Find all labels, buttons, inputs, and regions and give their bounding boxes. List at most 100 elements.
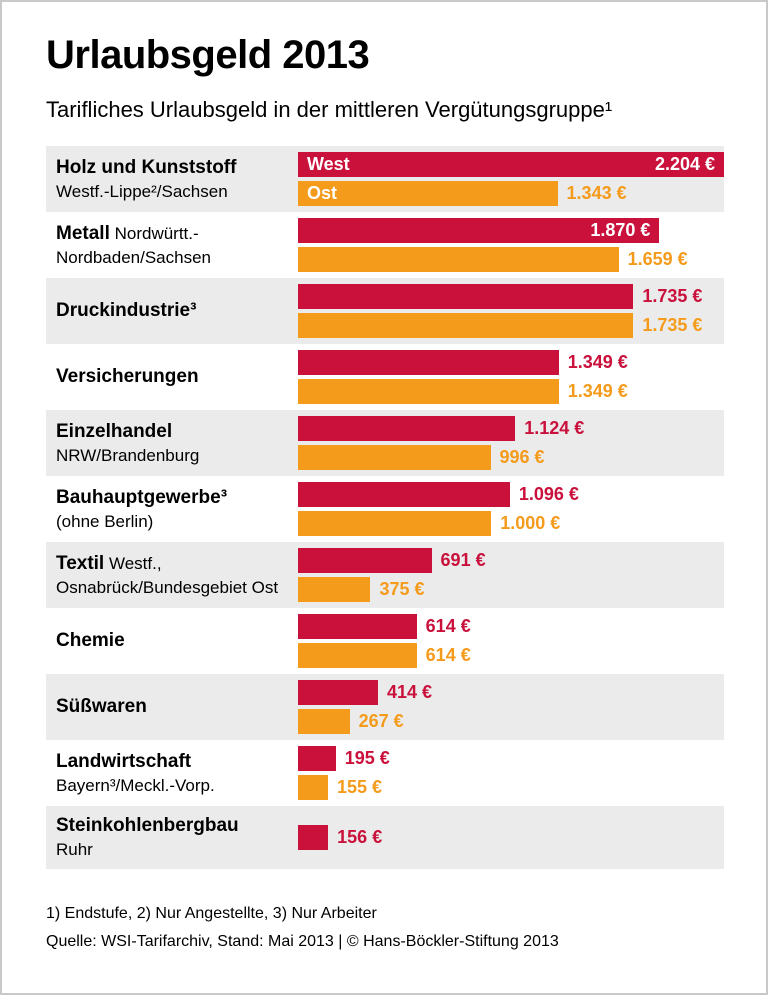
category-region: Ruhr: [56, 840, 93, 859]
category-region: Bayern³/Meckl.-Vorp.: [56, 775, 215, 795]
bar-value-ost: 1.000 €: [500, 513, 561, 533]
category-label: Druckindustrie³: [46, 278, 298, 344]
category-label-text: Chemie: [56, 629, 290, 653]
category-name: Bauhauptgewerbe³: [56, 486, 228, 508]
chart-row: Einzelhandel NRW/Brandenburg 1.124 € 996…: [46, 410, 724, 476]
category-bars: 1.096 € 1.000 €: [298, 476, 724, 542]
bar-value-ost: 1.659 €: [627, 249, 688, 269]
category-bars: 195 € 155 €: [298, 740, 724, 806]
category-label: Versicherungen: [46, 344, 298, 410]
bar-value-west: 2.204 €: [654, 154, 715, 174]
category-label-text: Druckindustrie³: [56, 299, 290, 323]
category-label-text: Steinkohlenbergbau Ruhr: [56, 814, 290, 861]
bar-west: West 2.204 €: [298, 152, 724, 177]
bar-line-ost: 1.735 €: [298, 313, 724, 338]
bar-line-ost: 1.659 €: [298, 247, 724, 272]
category-name: Süßwaren: [56, 696, 147, 717]
bar-value-ost: 155 €: [336, 777, 382, 797]
category-name: Chemie: [56, 630, 125, 651]
bar-line-west: 614 €: [298, 614, 724, 639]
bar-ost: [298, 709, 350, 734]
category-label: Steinkohlenbergbau Ruhr: [46, 806, 298, 869]
category-label-text: Einzelhandel NRW/Brandenburg: [56, 420, 290, 467]
category-bars: 1.124 € 996 €: [298, 410, 724, 476]
bar-west: [298, 614, 417, 639]
category-label: Bauhauptgewerbe³ (ohne Berlin): [46, 476, 298, 542]
bar-line-west: 1.096 €: [298, 482, 724, 507]
bar-line-west: 691 €: [298, 548, 724, 573]
bar-value-ost: 1.349 €: [567, 381, 628, 401]
bar-west: [298, 548, 432, 573]
chart-row: Druckindustrie³ 1.735 € 1.735 €: [46, 278, 724, 344]
category-bars: 414 € 267 €: [298, 674, 724, 740]
category-label: Holz und Kunststoff Westf.-Lippe²/Sachse…: [46, 146, 298, 212]
bar-value-west: 156 €: [337, 827, 383, 847]
bar-ost: [298, 577, 371, 602]
bar-ost: [298, 775, 328, 800]
category-label-text: Holz und Kunststoff Westf.-Lippe²/Sachse…: [56, 156, 290, 203]
chart-row: Bauhauptgewerbe³ (ohne Berlin) 1.096 € 1…: [46, 476, 724, 542]
chart-row: Versicherungen 1.349 € 1.349 €: [46, 344, 724, 410]
bar-ost: [298, 511, 492, 536]
bar-line-ost: Ost 1.343 €: [298, 181, 724, 206]
category-bars: 1.870 € 1.659 €: [298, 212, 724, 278]
source-line: Quelle: WSI-Tarifarchiv, Stand: Mai 2013…: [46, 933, 559, 950]
bar-west: [298, 350, 559, 375]
category-name: Steinkohlenbergbau: [56, 815, 239, 836]
bar-west: [298, 825, 329, 850]
category-bars: 1.349 € 1.349 €: [298, 344, 724, 410]
bar-line-west: West 2.204 €: [298, 152, 724, 177]
bar-value-west: 614 €: [425, 616, 471, 636]
bar-value-west: 1.870 €: [590, 220, 651, 240]
page-subtitle: Tarifliches Urlaubsgeld in der mittleren…: [46, 97, 613, 122]
bar-ost: [298, 379, 559, 404]
bar-value-ost: 267 €: [358, 711, 404, 731]
bar-ost: [298, 643, 417, 668]
bar-value-west: 1.124 €: [524, 418, 585, 438]
bar-west: 1.870 €: [298, 218, 660, 243]
category-label: Einzelhandel NRW/Brandenburg: [46, 410, 298, 476]
bar-line-ost: 375 €: [298, 577, 724, 602]
category-label: Metall Nordwürtt.-Nordbaden/Sachsen: [46, 212, 298, 278]
bar-value-west: 414 €: [387, 682, 433, 702]
bar-line-ost: 1.000 €: [298, 511, 724, 536]
category-name: Einzelhandel: [56, 420, 173, 442]
bar-line-ost: 267 €: [298, 709, 724, 734]
category-label-text: Metall Nordwürtt.-Nordbaden/Sachsen: [56, 222, 290, 269]
bar-west: [298, 680, 378, 705]
bar-line-ost: 614 €: [298, 643, 724, 668]
chart-row: Textil Westf., Osnabrück/Bundesgebiet Os…: [46, 542, 724, 608]
category-label-text: Textil Westf., Osnabrück/Bundesgebiet Os…: [56, 552, 290, 599]
category-bars: 614 € 614 €: [298, 608, 724, 674]
bar-value-west: 1.349 €: [567, 352, 628, 372]
bar-line-west: 1.124 €: [298, 416, 724, 441]
bar-value-west: 195 €: [344, 748, 390, 768]
category-label-text: Süßwaren: [56, 695, 290, 719]
bar-value-ost: 1.735 €: [642, 315, 703, 335]
category-name: Holz und Kunststoff: [56, 156, 237, 178]
category-bars: 1.735 € 1.735 €: [298, 278, 724, 344]
bar-value-ost: 996 €: [499, 447, 545, 467]
bar-ost: [298, 313, 634, 338]
bar-value-ost: 1.343 €: [566, 183, 627, 203]
chart-row: Metall Nordwürtt.-Nordbaden/Sachsen 1.87…: [46, 212, 724, 278]
page-title: Urlaubsgeld 2013: [46, 33, 370, 77]
category-label-text: Versicherungen: [56, 365, 290, 389]
category-name: Landwirtschaft: [56, 750, 192, 772]
category-label: Landwirtschaft Bayern³/Meckl.-Vorp.: [46, 740, 298, 806]
category-label: Textil Westf., Osnabrück/Bundesgebiet Os…: [46, 542, 298, 608]
category-name: Versicherungen: [56, 366, 199, 387]
bar-west: [298, 416, 516, 441]
bar-west: [298, 284, 634, 309]
bar-value-ost: 375 €: [379, 579, 425, 599]
chart-row: Süßwaren 414 € 267 €: [46, 674, 724, 740]
bar-line-west: 156 €: [298, 825, 724, 850]
bar-value-ost: 614 €: [425, 645, 471, 665]
category-bars: 691 € 375 €: [298, 542, 724, 608]
chart-row: Landwirtschaft Bayern³/Meckl.-Vorp. 195 …: [46, 740, 724, 806]
category-region: Nordwürtt.-Nordbaden/Sachsen: [56, 223, 212, 267]
bar-chart: Holz und Kunststoff Westf.-Lippe²/Sachse…: [46, 146, 724, 869]
bar-line-west: 1.870 €: [298, 218, 724, 243]
bar-line-west: 1.349 €: [298, 350, 724, 375]
